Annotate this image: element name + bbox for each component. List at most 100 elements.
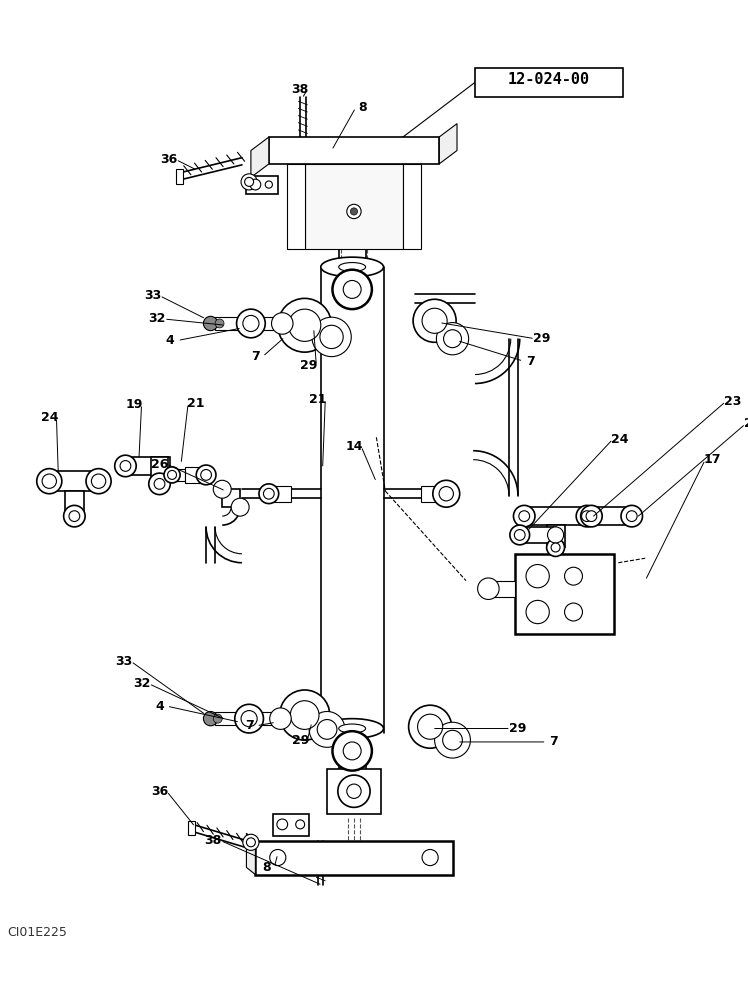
Text: 24: 24 (611, 433, 629, 446)
Text: 7: 7 (245, 719, 254, 732)
Circle shape (235, 704, 263, 733)
Text: 8: 8 (263, 861, 272, 874)
Circle shape (289, 309, 321, 341)
Text: 7: 7 (526, 355, 535, 368)
Text: 14: 14 (346, 440, 363, 453)
Circle shape (347, 784, 361, 798)
Circle shape (259, 484, 279, 504)
Bar (150, 457, 168, 484)
Polygon shape (439, 124, 457, 164)
Circle shape (91, 474, 105, 488)
Text: 33: 33 (144, 289, 161, 302)
Circle shape (338, 775, 370, 807)
Text: 32: 32 (133, 677, 150, 690)
Text: CI01E225: CI01E225 (7, 926, 67, 939)
Text: 38: 38 (205, 834, 222, 847)
Circle shape (154, 478, 165, 489)
Circle shape (350, 208, 358, 215)
Circle shape (621, 505, 643, 527)
Bar (222, 489, 240, 507)
Circle shape (443, 730, 462, 750)
Circle shape (347, 204, 361, 219)
Text: 17: 17 (704, 453, 721, 466)
Circle shape (548, 527, 564, 543)
Bar (49, 471, 99, 491)
Circle shape (332, 270, 372, 309)
Circle shape (270, 849, 286, 866)
Bar (172, 469, 185, 481)
Circle shape (114, 455, 136, 477)
Bar (185, 467, 206, 483)
Polygon shape (251, 137, 269, 177)
Bar (273, 486, 291, 502)
Circle shape (241, 174, 257, 190)
Bar (255, 841, 453, 875)
Circle shape (422, 308, 447, 333)
Bar (547, 525, 565, 547)
Circle shape (37, 469, 62, 494)
Circle shape (444, 330, 462, 348)
Circle shape (295, 820, 304, 829)
Circle shape (236, 309, 266, 338)
Circle shape (277, 819, 288, 830)
Circle shape (343, 280, 361, 298)
Bar (421, 486, 439, 502)
Circle shape (241, 711, 257, 727)
Circle shape (422, 849, 438, 866)
Ellipse shape (339, 724, 366, 733)
Circle shape (243, 315, 259, 332)
Circle shape (203, 316, 218, 331)
Bar (592, 507, 632, 525)
Circle shape (263, 488, 275, 499)
Bar (515, 554, 614, 634)
Polygon shape (286, 164, 304, 249)
Circle shape (213, 714, 222, 723)
Circle shape (203, 711, 218, 726)
Circle shape (626, 511, 637, 522)
Text: 7: 7 (550, 735, 558, 748)
Ellipse shape (339, 263, 366, 271)
Circle shape (547, 539, 565, 556)
Circle shape (417, 714, 443, 739)
Circle shape (581, 511, 592, 522)
Circle shape (565, 567, 583, 585)
Circle shape (69, 511, 80, 522)
Circle shape (42, 474, 56, 488)
Text: 4: 4 (155, 700, 164, 713)
Text: 23: 23 (724, 395, 742, 408)
Text: 19: 19 (126, 398, 143, 411)
Circle shape (215, 319, 224, 328)
Polygon shape (269, 137, 439, 164)
Polygon shape (246, 833, 255, 875)
Text: 26: 26 (151, 458, 168, 471)
Ellipse shape (321, 257, 384, 277)
Circle shape (164, 467, 180, 483)
Text: 4: 4 (166, 334, 174, 347)
Text: 7: 7 (251, 350, 260, 363)
Circle shape (250, 179, 261, 190)
Circle shape (580, 505, 602, 527)
Circle shape (439, 487, 453, 501)
Text: 24: 24 (40, 411, 58, 424)
Polygon shape (327, 769, 381, 814)
Circle shape (280, 690, 330, 740)
Circle shape (64, 505, 85, 527)
Circle shape (565, 603, 583, 621)
Circle shape (243, 834, 259, 850)
Circle shape (278, 298, 331, 352)
Polygon shape (403, 164, 421, 249)
Bar (488, 581, 515, 597)
Text: 29: 29 (533, 332, 551, 345)
Circle shape (435, 722, 470, 758)
Bar (524, 507, 587, 525)
Circle shape (478, 578, 499, 599)
Polygon shape (304, 164, 403, 249)
Text: 12-024-00: 12-024-00 (507, 72, 589, 87)
Circle shape (213, 480, 231, 498)
Circle shape (200, 470, 212, 480)
Circle shape (231, 498, 249, 516)
Circle shape (270, 708, 291, 729)
Circle shape (413, 299, 456, 342)
Circle shape (586, 511, 597, 522)
Circle shape (513, 505, 535, 527)
